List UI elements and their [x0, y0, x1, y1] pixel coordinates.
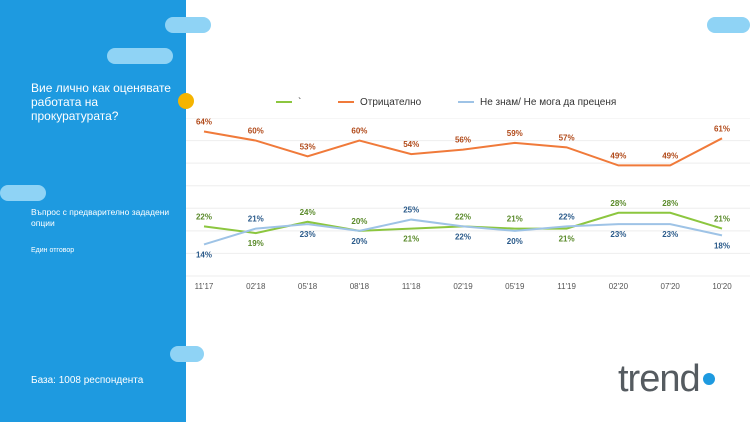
- sidebar: Вие лично как оценявате работата на прок…: [0, 0, 186, 422]
- data-label: 22%: [196, 212, 212, 221]
- legend-item-dont-know: Не знам/ Не мога да преценя: [458, 97, 616, 108]
- series-line: [203, 218, 723, 246]
- data-label: 49%: [610, 151, 626, 160]
- x-tick-label: 11'18: [402, 282, 421, 291]
- data-label: 49%: [662, 151, 678, 160]
- data-label: 14%: [196, 250, 212, 259]
- data-label: 21%: [403, 235, 419, 244]
- question-text: Вие лично как оценявате работата на прок…: [31, 81, 171, 123]
- data-label: 22%: [455, 212, 471, 221]
- logo-mark-icon: [703, 373, 715, 385]
- base-note: База: 1008 респондента: [31, 375, 144, 386]
- data-label: 60%: [351, 127, 367, 136]
- decor-pill: [165, 17, 211, 33]
- data-label: 56%: [455, 136, 471, 145]
- data-label: 64%: [196, 118, 212, 127]
- decor-pill: [107, 48, 173, 64]
- data-label: 25%: [403, 206, 419, 215]
- data-label: 24%: [300, 208, 316, 217]
- legend-item-negative: Отрицателно: [338, 97, 421, 108]
- x-tick-label: 07'20: [661, 282, 681, 291]
- x-tick-label: 05'19: [505, 282, 525, 291]
- x-tick-label: 11'17: [195, 282, 214, 291]
- decor-pill: [0, 185, 46, 201]
- data-label: 20%: [507, 237, 523, 246]
- legend-label: `: [298, 97, 302, 108]
- trend-logo: trend: [618, 358, 701, 400]
- question-subtitle: Въпрос с предварително зададени опции: [31, 207, 170, 228]
- data-label: 53%: [300, 142, 316, 151]
- data-label: 23%: [610, 230, 626, 239]
- legend-label: Не знам/ Не мога да преценя: [480, 97, 617, 108]
- series-line: [203, 130, 723, 167]
- data-label: 21%: [248, 215, 264, 224]
- x-tick-label: 11'19: [557, 282, 576, 291]
- legend-label: Отрицателно: [360, 97, 422, 108]
- data-label: 23%: [662, 230, 678, 239]
- legend-swatch: [338, 101, 354, 104]
- legend-swatch: [458, 101, 474, 104]
- data-label: 57%: [559, 133, 575, 142]
- data-label: 20%: [351, 237, 367, 246]
- x-tick-label: 02'20: [609, 282, 629, 291]
- legend-item-positive: `: [276, 97, 301, 108]
- data-label: 59%: [507, 129, 523, 138]
- data-label: 21%: [559, 235, 575, 244]
- data-label: 28%: [610, 199, 626, 208]
- data-label: 61%: [714, 124, 730, 133]
- x-tick-label: 02'19: [453, 282, 473, 291]
- data-label: 60%: [248, 127, 264, 136]
- x-tick-label: 08'18: [350, 282, 370, 291]
- legend-swatch: [276, 101, 292, 104]
- line-chart: 11'17 02'18 05'18 08'18 11'18 02'19 05'19 11'19…: [186, 118, 750, 291]
- data-label: 21%: [714, 215, 730, 224]
- x-tick-label: 10'20: [712, 282, 732, 291]
- data-label: 21%: [507, 215, 523, 224]
- decor-dot: [178, 93, 194, 109]
- data-label: 18%: [714, 241, 730, 250]
- data-label: 22%: [455, 232, 471, 241]
- decor-pill: [170, 346, 204, 362]
- decor-pill: [707, 17, 750, 33]
- answer-type: Един отговор: [31, 247, 75, 254]
- x-tick-label: 05'18: [298, 282, 318, 291]
- data-label: 23%: [300, 230, 316, 239]
- data-label: 54%: [403, 140, 419, 149]
- data-label: 22%: [559, 212, 575, 221]
- x-tick-label: 02'18: [246, 282, 266, 291]
- data-label: 20%: [351, 217, 367, 226]
- data-label: 19%: [248, 239, 264, 248]
- data-label: 28%: [662, 199, 678, 208]
